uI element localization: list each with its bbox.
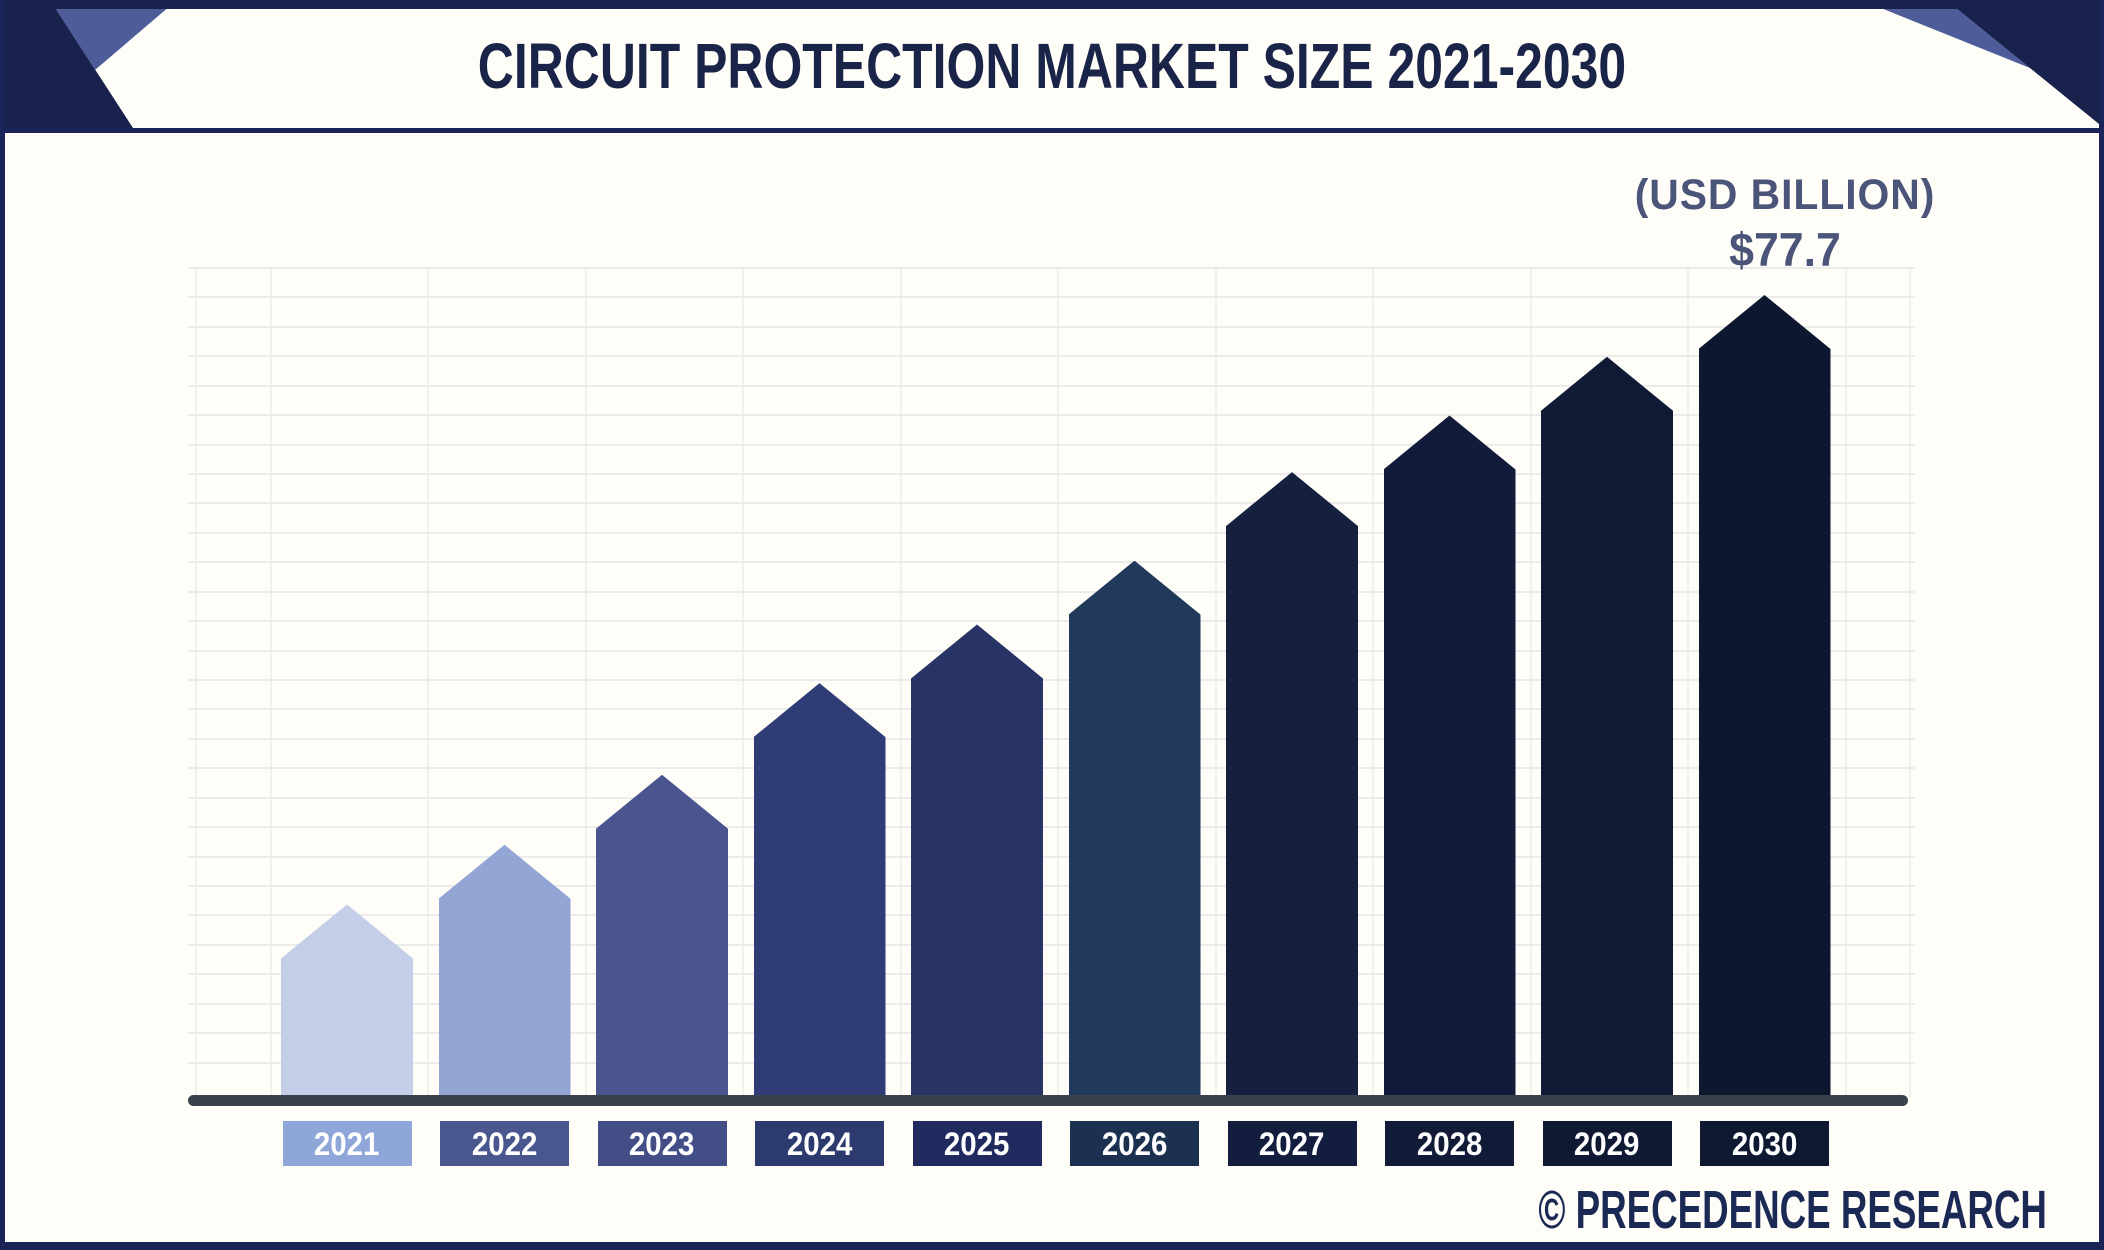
top-border-strip — [5, 0, 2099, 9]
x-axis-label-text: 2026 — [1101, 1126, 1168, 1162]
x-axis-label-text: 2027 — [1259, 1126, 1325, 1162]
bar-2030 — [1698, 295, 1831, 1106]
gridline-horizontal — [188, 384, 1915, 387]
gridline-horizontal — [188, 708, 1915, 711]
gridline-horizontal — [188, 473, 1915, 475]
gridline-horizontal — [188, 1032, 1915, 1035]
gridline-horizontal — [188, 267, 1915, 269]
gridline-vertical — [1844, 267, 1847, 1097]
gridline-horizontal — [188, 1002, 1915, 1005]
gridline-vertical — [584, 267, 587, 1097]
bar-2026 — [1068, 560, 1201, 1106]
gridline-horizontal — [188, 620, 1915, 623]
gridline-horizontal — [188, 767, 1915, 770]
x-axis-label-2027: 2027 — [1227, 1121, 1357, 1166]
gridline-vertical — [427, 267, 429, 1097]
corner-ribbon-right-icon — [1861, 0, 2099, 124]
gridline-vertical — [1057, 267, 1059, 1097]
gridline-horizontal — [188, 679, 1915, 682]
x-axis-label-text: 2025 — [944, 1126, 1010, 1162]
bar-2028 — [1383, 415, 1516, 1106]
x-axis-label-2028: 2028 — [1385, 1121, 1514, 1166]
gridline-horizontal — [188, 531, 1915, 534]
bar-2029 — [1541, 356, 1673, 1106]
brand-credit: © PRECEDENCE RESEARCH — [1538, 1180, 2047, 1240]
x-axis-label-2029: 2029 — [1542, 1121, 1672, 1166]
gridline-horizontal — [188, 737, 1915, 740]
x-axis-label-text: 2030 — [1731, 1126, 1798, 1162]
gridline-vertical — [195, 267, 197, 1097]
gridline-vertical — [899, 267, 902, 1097]
gridline-horizontal — [188, 855, 1915, 858]
gridline-horizontal — [188, 1061, 1915, 1064]
gridline-horizontal — [188, 296, 1915, 299]
gridline-vertical — [1372, 267, 1374, 1097]
max-value-label: $77.7 — [1729, 223, 1841, 276]
value-annotation: (USD BILLION) $77.7 — [1585, 171, 1985, 277]
x-axis-label-2022: 2022 — [440, 1121, 569, 1166]
chart-area: (USD BILLION) $77.7 2021 2022 2023 2024 2025… — [5, 128, 2099, 1242]
gridline-horizontal — [188, 561, 1915, 564]
plot-canvas: (USD BILLION) $77.7 2021 2022 2023 2024 2025… — [5, 133, 2099, 1242]
page-title: CIRCUIT PROTECTION MARKET SIZE 2021-2030 — [477, 30, 1627, 102]
x-axis-label-2026: 2026 — [1070, 1121, 1199, 1166]
gridline-horizontal — [188, 649, 1915, 652]
corner-ribbon-left-slate — [50, 0, 177, 70]
gridline-vertical — [1529, 267, 1532, 1097]
gridline-vertical — [1214, 267, 1217, 1097]
x-axis-label-text: 2028 — [1416, 1126, 1483, 1162]
x-axis-label-2025: 2025 — [912, 1121, 1042, 1166]
corner-ribbon-left-navy — [5, 0, 133, 128]
bar-2025 — [911, 624, 1043, 1106]
header: CIRCUIT PROTECTION MARKET SIZE 2021-2030 — [5, 0, 2099, 128]
unit-label: (USD BILLION) — [1634, 171, 1936, 219]
gridline-horizontal — [188, 414, 1915, 417]
x-axis-label-text: 2029 — [1574, 1126, 1640, 1162]
bar-2024 — [753, 683, 886, 1106]
gridline-horizontal — [188, 826, 1915, 829]
gridline-vertical — [269, 267, 272, 1097]
x-axis-label-2023: 2023 — [597, 1121, 727, 1166]
x-axis-label-2021: 2021 — [282, 1121, 412, 1166]
bar-2021 — [281, 904, 413, 1106]
gridline-vertical — [742, 267, 744, 1097]
gridline-horizontal — [188, 355, 1915, 358]
x-axis-label-text: 2022 — [471, 1126, 538, 1162]
x-axis-label-text: 2023 — [629, 1126, 695, 1162]
gridline-horizontal — [188, 590, 1915, 593]
gridline-vertical — [1687, 267, 1689, 1097]
gridline-horizontal — [188, 325, 1915, 328]
gridline-horizontal — [188, 502, 1915, 505]
gridline-horizontal — [188, 914, 1915, 917]
gridline-horizontal — [188, 885, 1915, 888]
x-axis-label-text: 2024 — [786, 1126, 853, 1162]
x-axis-label-2030: 2030 — [1700, 1121, 1829, 1166]
x-axis-label-2024: 2024 — [755, 1121, 884, 1166]
bar-2023 — [596, 774, 728, 1106]
gridline-horizontal — [188, 973, 1915, 976]
x-axis-line — [188, 1095, 1908, 1106]
corner-ribbon-right-slate — [1861, 0, 2030, 68]
gridline-horizontal — [188, 943, 1915, 946]
gridline-horizontal — [188, 796, 1915, 799]
bar-2027 — [1226, 472, 1358, 1106]
gridline-vertical — [1909, 267, 1911, 1097]
gridline-horizontal — [188, 443, 1915, 446]
x-axis-label-text: 2021 — [314, 1126, 380, 1162]
bar-2022 — [438, 844, 571, 1106]
corner-ribbon-left-icon — [5, 0, 177, 128]
